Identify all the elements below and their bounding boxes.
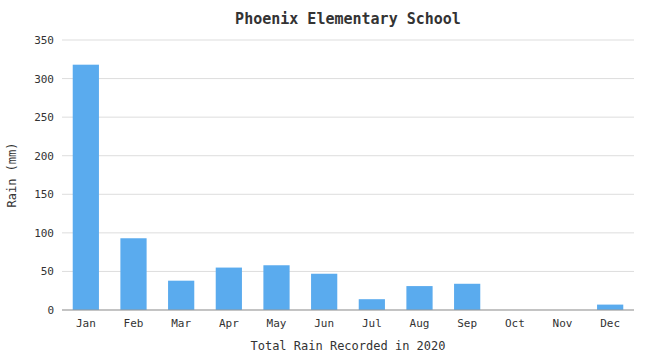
bar	[311, 274, 337, 310]
grid-line	[62, 194, 634, 195]
x-tick-label: Oct	[505, 317, 525, 330]
x-axis-line	[62, 310, 634, 311]
title: Phoenix Elementary School	[235, 10, 461, 28]
x-axis-label: Total Rain Recorded in 2020	[250, 339, 445, 353]
grid-line	[62, 232, 634, 233]
page: {"chart_data": {"type": "bar", "title": …	[0, 0, 650, 360]
x-tick-label: Nov	[553, 317, 573, 330]
bar	[73, 65, 99, 310]
y-tick-label: 150	[34, 188, 54, 201]
y-tick-label: 250	[34, 111, 54, 124]
grid-line	[62, 310, 634, 311]
x-tick-label: Jul	[362, 317, 382, 330]
chart-container: 050100150200250300350JanFebMarAprMayJunJ…	[0, 0, 650, 360]
y-tick-label: 200	[34, 150, 54, 163]
y-tick-label: 0	[47, 304, 54, 317]
bar	[597, 305, 623, 310]
y-tick-label: 300	[34, 73, 54, 86]
bar	[263, 265, 289, 310]
x-tick-label: Dec	[600, 317, 620, 330]
x-tick-label: Jun	[314, 317, 334, 330]
grid-line	[62, 117, 634, 118]
x-axis: Jan Feb Mar Apr May Jun Jul Aug Sep Oct Nov Dec	[76, 317, 620, 330]
grid-line	[62, 78, 634, 79]
bar	[359, 299, 385, 310]
bars	[73, 65, 624, 310]
x-tick-label: Jan	[76, 317, 96, 330]
bar	[216, 268, 242, 310]
x-tick-label: Aug	[410, 317, 430, 330]
x-tick-label: May	[267, 317, 287, 330]
bar	[454, 284, 480, 310]
y-axis: 0 50 100 150 200 250 300 350	[34, 34, 54, 317]
y-axis-label: Rain (mm)	[5, 142, 19, 207]
y-grid	[62, 40, 634, 310]
x-tick-label: Apr	[219, 317, 239, 330]
y-tick-label: 350	[34, 34, 54, 47]
bar	[406, 286, 432, 310]
chart: 050100150200250300350JanFebMarAprMayJunJ…	[0, 0, 650, 360]
grid-line	[62, 271, 634, 272]
x-tick-label: Sep	[457, 317, 477, 330]
bar	[120, 238, 146, 310]
bar	[168, 281, 194, 310]
grid-line	[62, 40, 634, 41]
y-tick-label: 50	[41, 265, 54, 278]
y-tick-label: 100	[34, 227, 54, 240]
x-tick-label: Mar	[171, 317, 191, 330]
x-tick-label: Feb	[124, 317, 144, 330]
grid-line	[62, 155, 634, 156]
